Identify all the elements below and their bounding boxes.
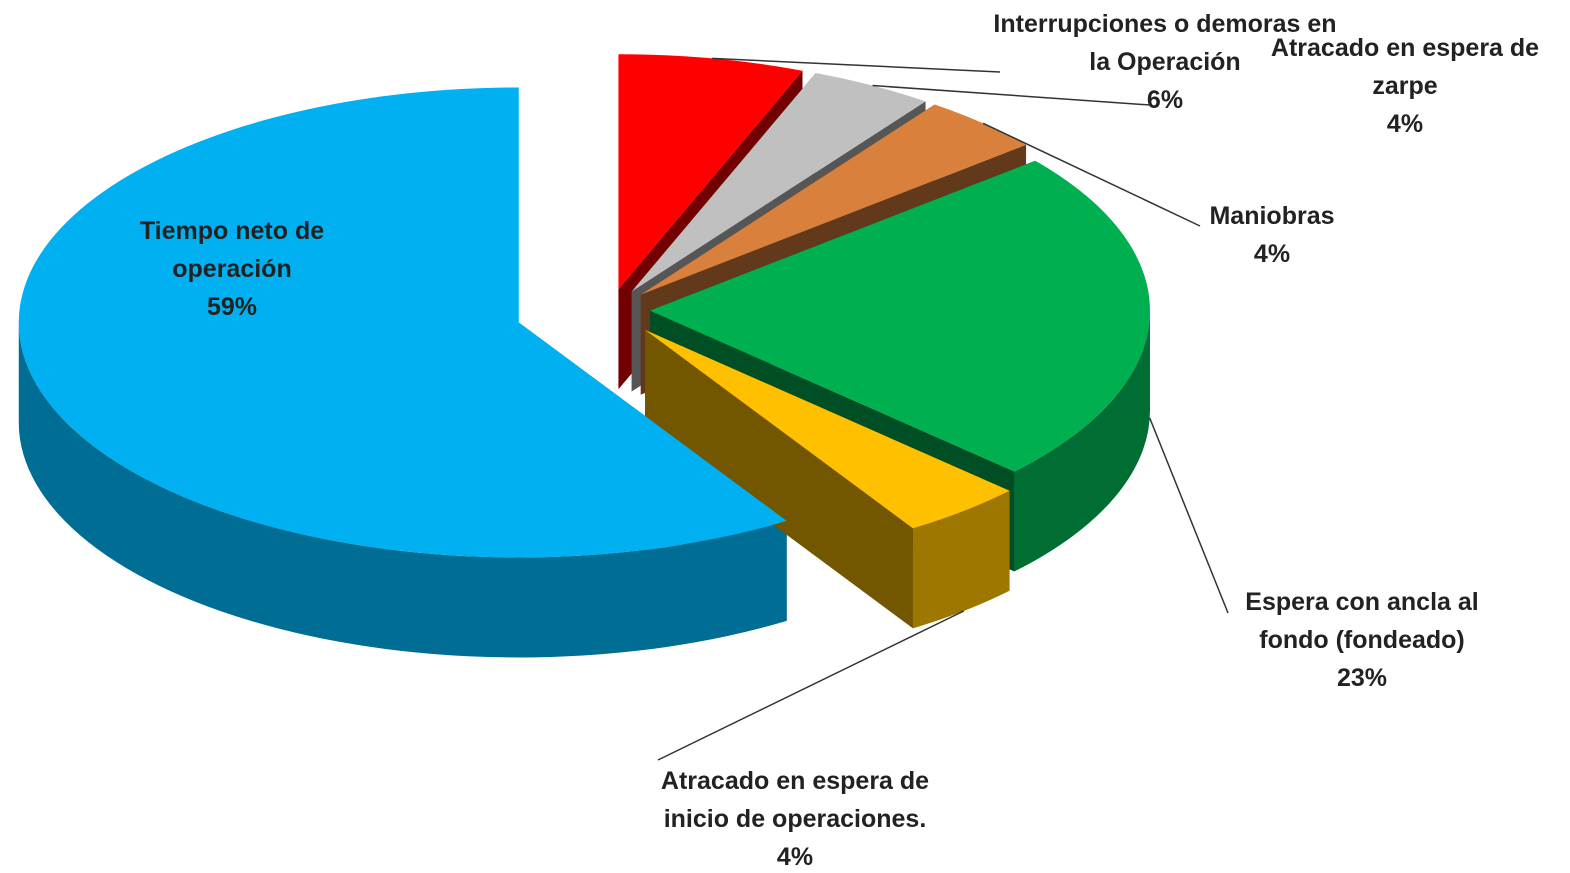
leader-line <box>982 122 1201 227</box>
data-label: Atracado en espera de inicio de operacio… <box>635 762 955 873</box>
value-label: 4% <box>1253 240 1291 268</box>
pie-slice <box>640 104 1027 295</box>
slice-side <box>1014 310 1150 572</box>
slice-side <box>18 322 787 658</box>
value-label: 4% <box>1386 110 1424 138</box>
leader-line <box>657 610 965 761</box>
pie-slice <box>618 54 803 290</box>
value-label: 59% <box>206 293 258 321</box>
value-label: 23% <box>1336 664 1388 692</box>
pie-slice <box>649 160 1150 472</box>
data-label: Espera con ancla al fondo (fondeado) 23% <box>1222 583 1502 697</box>
category-label: Interrupciones o demoras en la Operación <box>993 10 1337 76</box>
pie-slice <box>18 87 787 558</box>
value-label: 4% <box>776 843 814 871</box>
category-label: Atracado en espera de zarpe <box>1270 34 1540 100</box>
category-label: Maniobras <box>1209 202 1335 230</box>
data-label: Tiempo neto de operación 59% <box>107 212 357 326</box>
leader-line <box>712 57 1001 73</box>
data-label: Interrupciones o demoras en la Operación… <box>985 5 1345 119</box>
data-label: Maniobras 4% <box>1172 197 1372 273</box>
category-label: Espera con ancla al fondo (fondeado) <box>1245 588 1479 654</box>
slice-cut-face <box>645 329 913 629</box>
category-label: Tiempo neto de operación <box>139 217 325 283</box>
pie-slice <box>645 329 1010 529</box>
data-label: Atracado en espera de zarpe 4% <box>1250 29 1560 143</box>
leader-line <box>1149 417 1229 614</box>
pie-slice <box>631 72 926 292</box>
category-label: Atracado en espera de inicio de operacio… <box>660 767 930 833</box>
leader-line <box>872 84 1151 106</box>
value-label: 6% <box>1146 86 1184 114</box>
slice-side <box>912 490 1010 629</box>
